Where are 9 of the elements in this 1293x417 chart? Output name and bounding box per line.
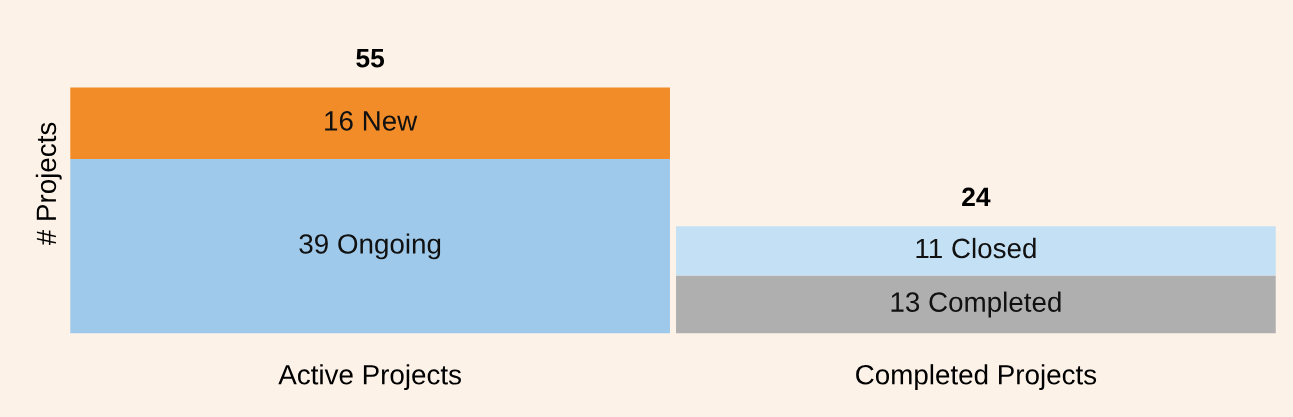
data-label: 11 Closed <box>916 237 1036 259</box>
data-label: 16 New <box>325 111 418 131</box>
total-label: 24 <box>962 187 991 206</box>
x-tick-label: Active Projects <box>278 364 461 391</box>
data-label: 39 Ongoing <box>299 233 441 260</box>
x-tick-label: Completed Projects <box>856 364 1097 391</box>
y-axis-title: # Projects <box>35 122 62 246</box>
total-label: 55 <box>356 49 385 68</box>
data-label: 13 Completed <box>891 291 1061 318</box>
